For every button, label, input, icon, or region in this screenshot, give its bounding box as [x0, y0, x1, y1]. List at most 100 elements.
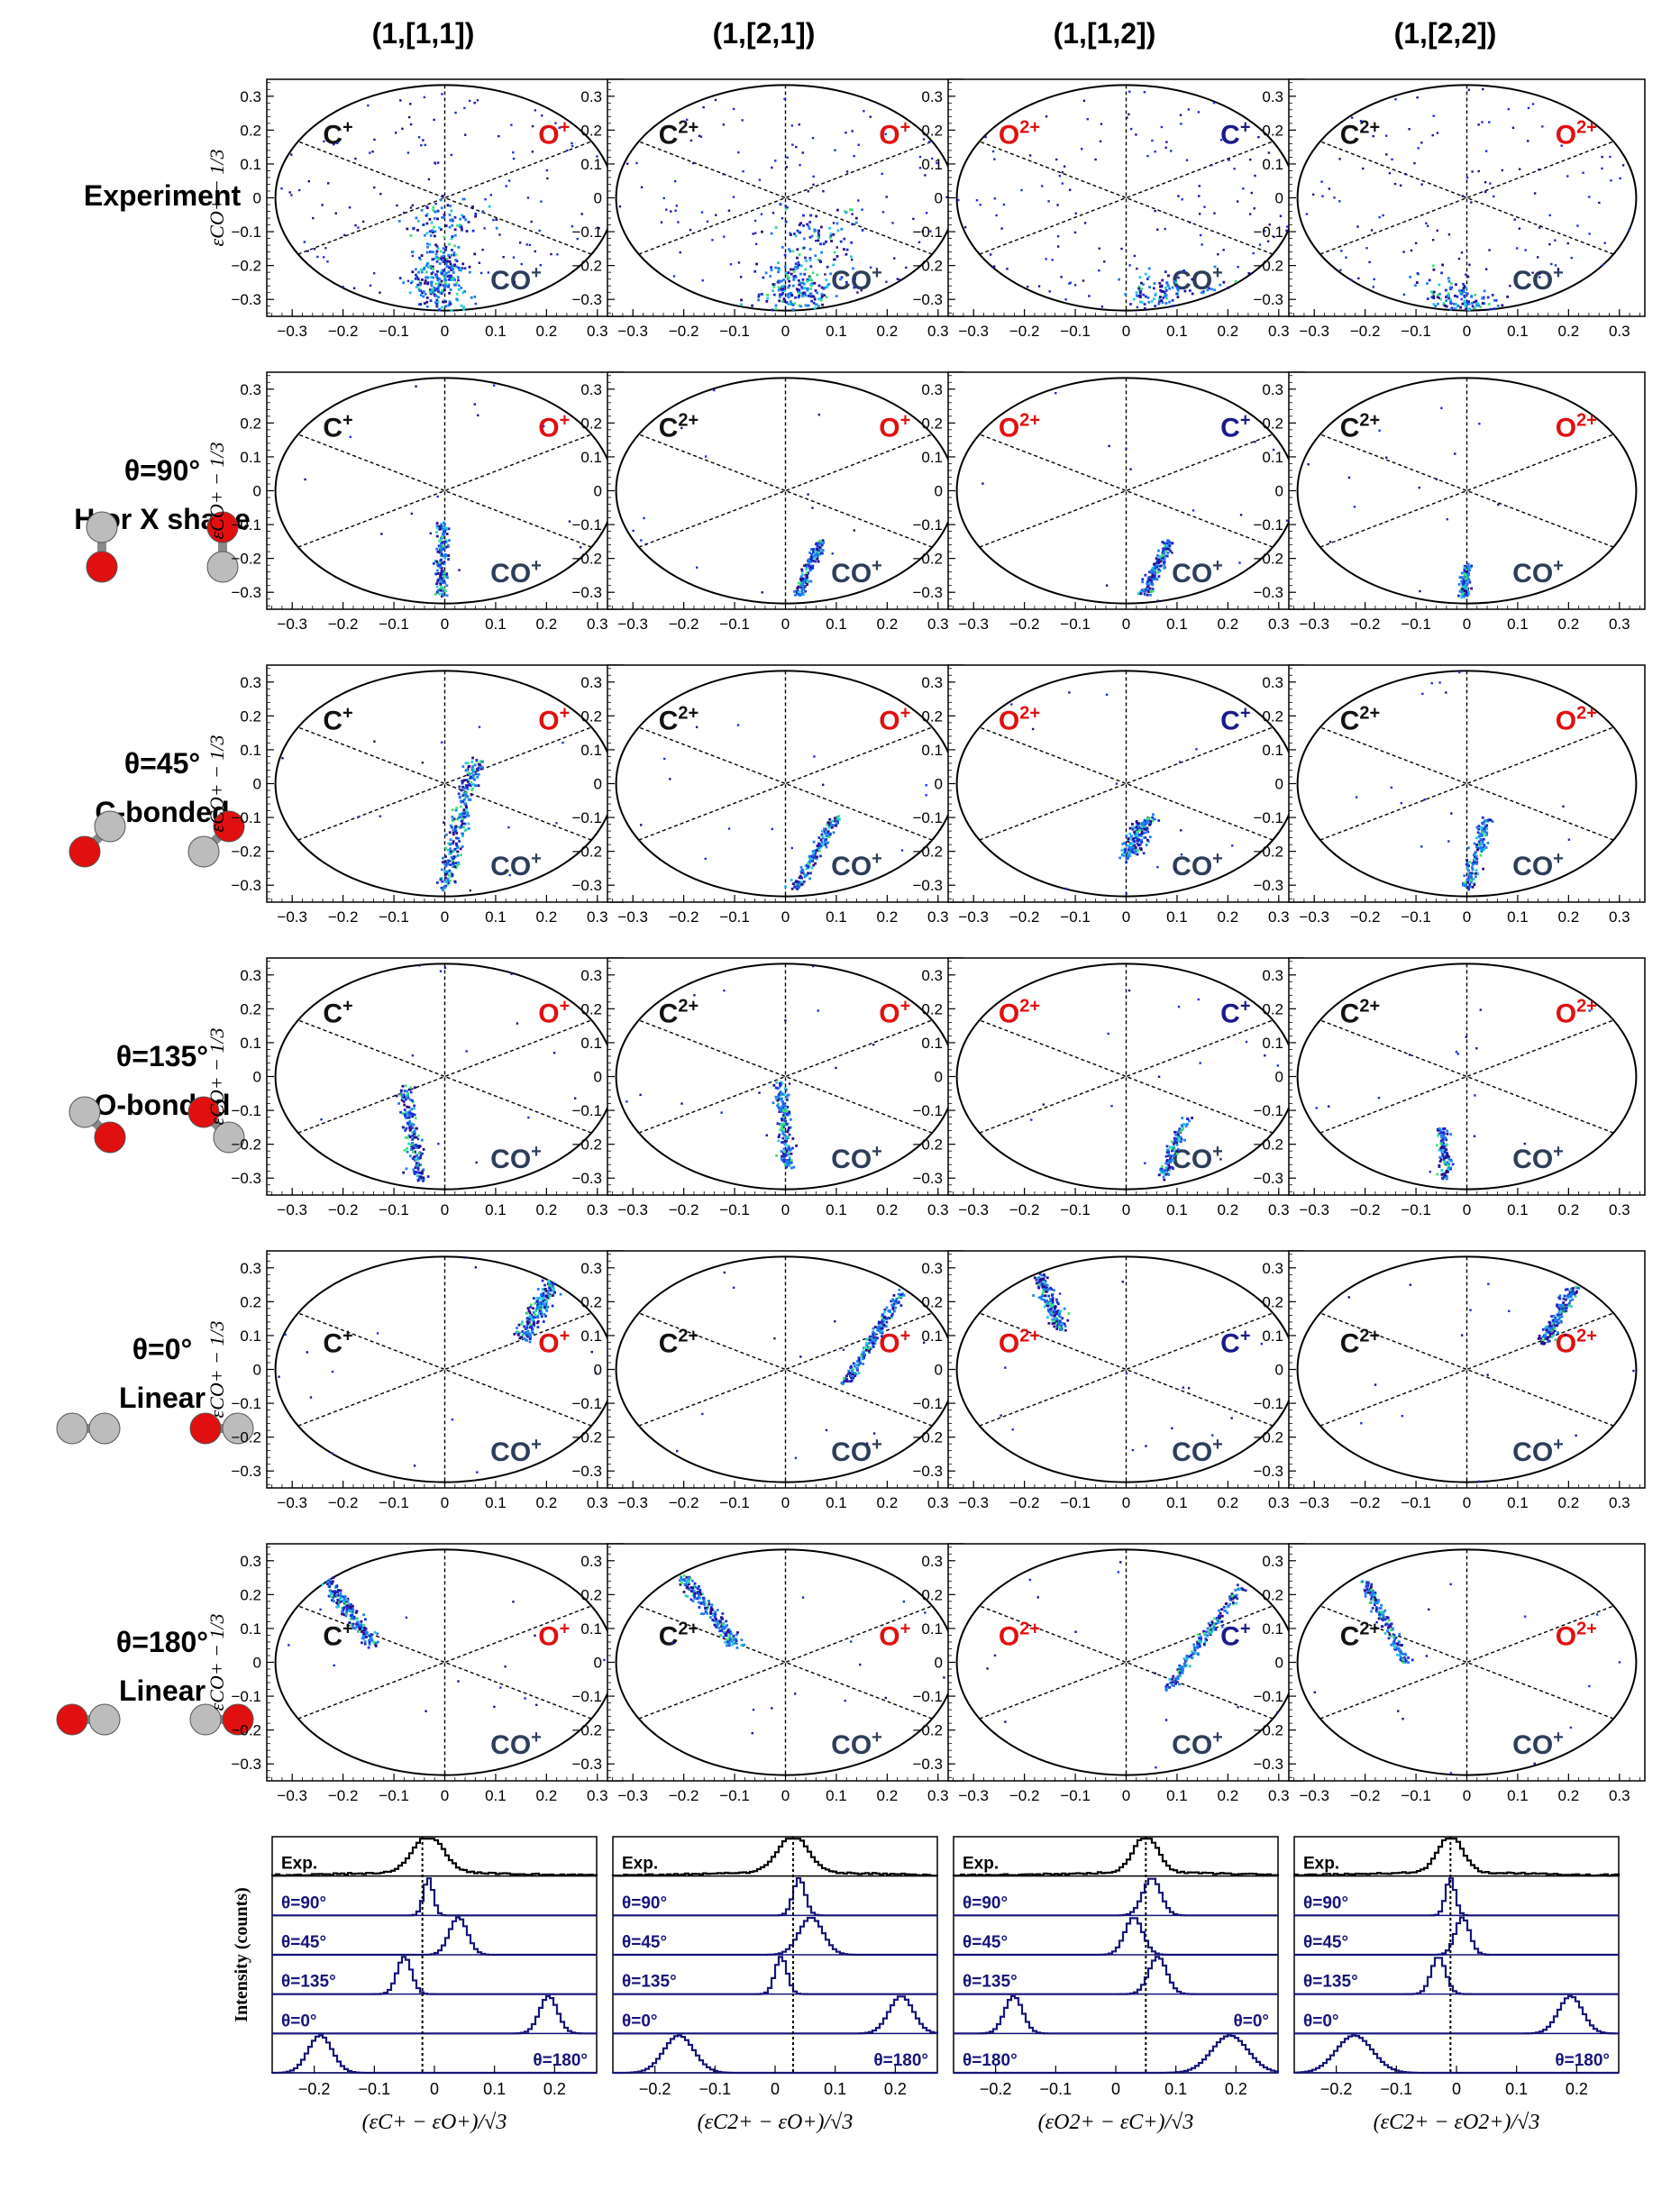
- background-point: [1482, 87, 1484, 91]
- density-point: [1151, 583, 1155, 587]
- ion-symbol: C: [1220, 999, 1240, 1028]
- density-point: [801, 583, 805, 586]
- density-point: [413, 1086, 416, 1090]
- background-point: [558, 126, 561, 130]
- density-point: [466, 795, 470, 798]
- density-point: [469, 784, 472, 788]
- density-point: [770, 232, 773, 235]
- background-point: [891, 222, 894, 224]
- density-point: [405, 1093, 408, 1097]
- x-tick-label: −0.2: [669, 1201, 699, 1218]
- density-point: [1470, 587, 1474, 590]
- density-point: [798, 883, 801, 887]
- density-point: [814, 560, 817, 563]
- density-point: [397, 1102, 401, 1105]
- density-point: [782, 289, 786, 292]
- density-point: [437, 589, 441, 592]
- background-point: [507, 826, 510, 829]
- density-point: [1135, 830, 1138, 834]
- density-point: [1475, 854, 1478, 858]
- density-point: [790, 1166, 793, 1170]
- density-point: [799, 305, 803, 308]
- y-tick-label: 0.1: [921, 742, 943, 759]
- density-point: [406, 227, 409, 231]
- background-point: [795, 145, 798, 149]
- atom: [222, 1703, 254, 1736]
- density-point: [840, 276, 844, 279]
- density-point: [1153, 566, 1156, 570]
- background-point: [1384, 134, 1388, 137]
- x-tick-label: 0.3: [927, 323, 949, 340]
- x-tick-label: −0.1: [1401, 323, 1431, 340]
- background-point: [1516, 247, 1519, 250]
- ion-label: CO+: [831, 263, 882, 296]
- background-point: [566, 149, 569, 152]
- background-point: [528, 243, 532, 247]
- density-point: [1139, 848, 1143, 852]
- density-point: [446, 878, 450, 881]
- density-point: [413, 1136, 416, 1139]
- density-point: [434, 230, 437, 233]
- density-point: [1132, 839, 1136, 843]
- density-point: [430, 284, 434, 287]
- density-point: [810, 282, 814, 286]
- density-point: [452, 865, 455, 869]
- density-point: [402, 1126, 405, 1129]
- x-tick-label: −0.2: [328, 908, 359, 926]
- ion-symbol: O: [1556, 413, 1576, 443]
- background-point: [1524, 249, 1527, 251]
- density-point: [813, 281, 817, 285]
- density-point: [1151, 588, 1155, 590]
- background-point: [429, 532, 432, 535]
- density-point: [495, 218, 498, 222]
- density-point: [786, 1130, 790, 1134]
- background-point: [492, 218, 495, 222]
- density-point: [800, 882, 803, 886]
- y-tick-label: 0.3: [1262, 381, 1283, 398]
- density-point: [438, 539, 441, 543]
- background-point: [771, 827, 774, 831]
- density-point: [830, 826, 834, 829]
- background-point: [1198, 185, 1201, 187]
- density-point: [455, 281, 459, 285]
- density-point: [1154, 573, 1156, 577]
- x-tick-label: −0.1: [379, 908, 409, 926]
- x-tick-label: 0.2: [1218, 1201, 1239, 1218]
- density-point: [1416, 272, 1420, 275]
- density-point: [411, 1137, 415, 1141]
- density-point: [782, 1118, 786, 1122]
- density-point: [1473, 861, 1475, 864]
- density-point: [428, 288, 432, 291]
- density-point: [1210, 287, 1213, 291]
- dalitz-plot: −0.3 −0.2 −0.1 0 0.1 0.2 0.3−0.3−0.2−0.100.10.…: [1253, 371, 1646, 633]
- divider-line: [297, 1019, 592, 1134]
- density-point: [1457, 583, 1461, 586]
- density-point: [845, 280, 848, 284]
- background-point: [1461, 195, 1464, 197]
- density-point: [799, 577, 802, 580]
- density-point: [411, 270, 415, 274]
- density-point: [770, 266, 772, 269]
- y-tick-label: −0.2: [1253, 844, 1283, 861]
- background-point: [1068, 691, 1071, 694]
- density-point: [436, 300, 440, 304]
- density-point: [466, 810, 469, 814]
- density-point: [448, 266, 452, 269]
- density-point: [413, 1130, 415, 1134]
- density-point: [761, 230, 763, 233]
- density-point: [777, 1093, 781, 1097]
- background-point: [1254, 174, 1256, 178]
- density-point: [833, 817, 836, 820]
- density-point: [781, 287, 785, 290]
- background-point: [1509, 285, 1511, 287]
- background-point: [1602, 263, 1604, 267]
- density-point: [806, 287, 809, 291]
- background-point: [979, 203, 982, 206]
- density-point: [1465, 576, 1468, 579]
- density-point: [409, 1090, 413, 1094]
- density-point: [1152, 287, 1155, 290]
- background-point: [422, 139, 425, 141]
- background-point: [475, 1161, 478, 1164]
- density-point: [1151, 819, 1155, 823]
- density-point: [457, 287, 461, 291]
